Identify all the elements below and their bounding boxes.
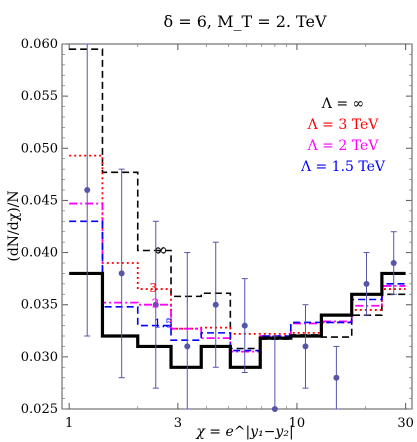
data-point [302, 343, 309, 350]
y-tick-label: 0.040 [21, 246, 58, 261]
data-point [333, 374, 340, 381]
chart-title: δ = 6, M_T = 2. TeV [164, 12, 327, 31]
legend-entry: Λ = 3 TeV [307, 117, 380, 133]
plot-frame [61, 43, 413, 410]
data-point [118, 270, 125, 277]
y-tick-label: 0.050 [21, 141, 58, 156]
y-tick-label: 0.030 [21, 350, 58, 365]
x-tick-label: 1 [65, 416, 73, 431]
annotation-layer: ∞ 3 2 1.5 [149, 240, 172, 330]
series--1-5-tev [69, 220, 406, 352]
data-point [152, 301, 159, 308]
series-sm [69, 271, 406, 369]
series-layer [69, 48, 406, 369]
series-annotation: 1.5 [154, 316, 173, 330]
y-tick-label: 0.055 [21, 89, 58, 104]
legend-entry: Λ = 1.5 TeV [300, 159, 386, 175]
y-tick-label: 0.060 [21, 37, 58, 52]
data-point [390, 260, 397, 266]
series-annotation: 3 [149, 281, 157, 295]
data-point [241, 322, 248, 329]
data-point [184, 343, 191, 350]
data-point [84, 187, 91, 193]
x-tick-label: 10 [289, 416, 306, 431]
series--2-tev [69, 202, 406, 353]
y-tick-label: 0.025 [21, 402, 58, 417]
x-tick-label: 30 [397, 416, 414, 431]
data-point [363, 280, 370, 287]
y-tick-label: 0.045 [21, 193, 58, 208]
ticks-layer: 0.025 0.030 0.035 0.040 0.045 0.050 0.055 0.060… [21, 37, 414, 431]
legend-entry: Λ = 2 TeV [307, 138, 380, 154]
legend-entry: Λ = ∞ [321, 96, 364, 112]
x-tick-label: 3 [174, 416, 182, 431]
data-point [212, 301, 219, 308]
data-point [271, 406, 278, 412]
legend: Λ = ∞ Λ = 3 TeV Λ = 2 TeV Λ = 1.5 TeV [300, 96, 386, 175]
series-- [69, 48, 406, 350]
y-axis-label: (dN/dχ)/N [6, 190, 22, 261]
x-axis-label: χ = e^|y₁−y₂| [195, 424, 293, 440]
points-layer [84, 43, 397, 412]
series-annotation: 2 [152, 297, 160, 311]
series-annotation: ∞ [154, 240, 168, 260]
y-tick-label: 0.035 [21, 298, 58, 313]
